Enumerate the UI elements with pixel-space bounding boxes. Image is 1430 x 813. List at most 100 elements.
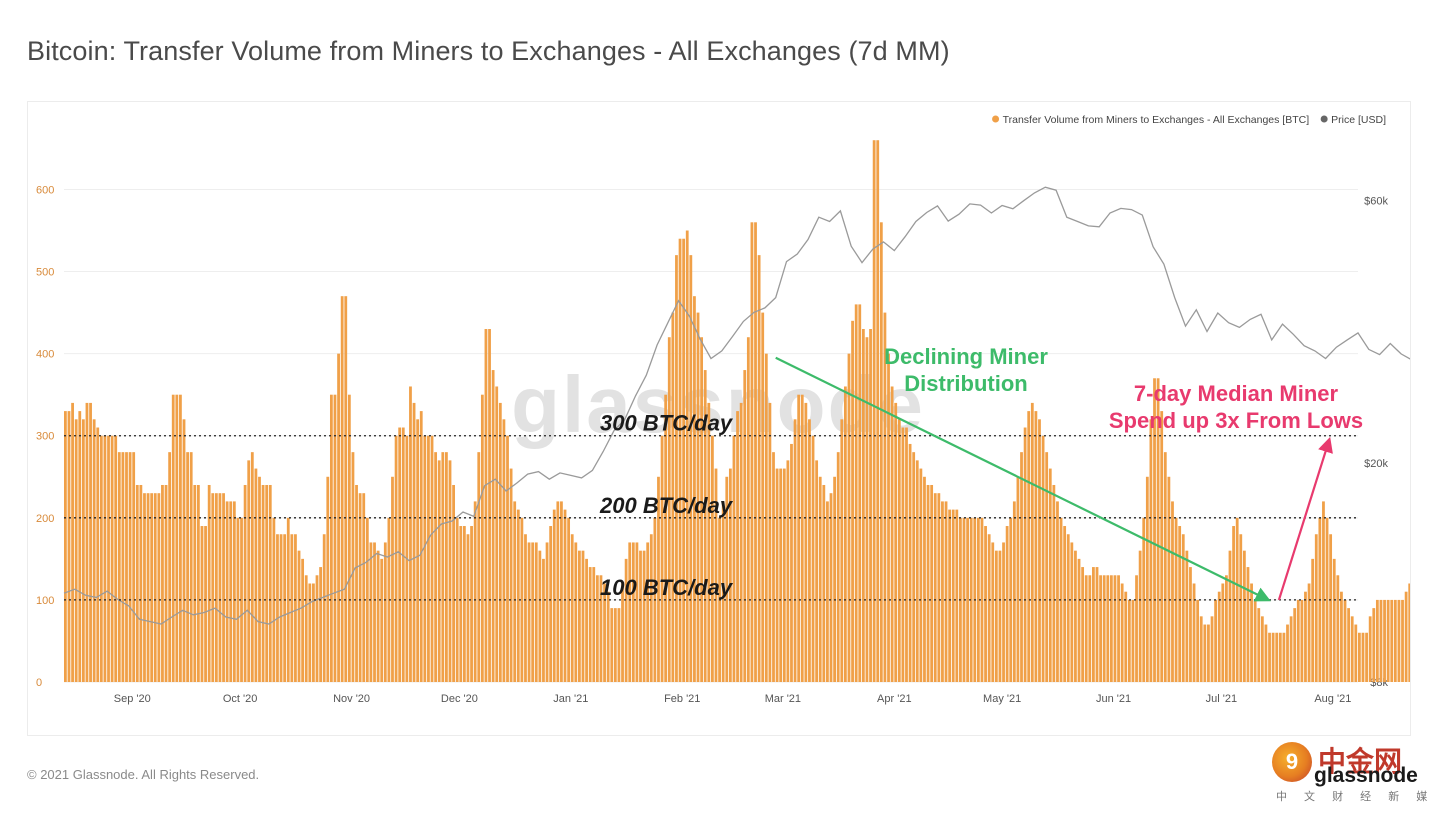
bar	[135, 484, 139, 682]
bar	[595, 575, 599, 682]
bar	[1185, 550, 1189, 682]
x-tick-label: Jun '21	[1096, 693, 1131, 705]
bar	[991, 542, 995, 682]
bar	[89, 402, 92, 682]
bar	[901, 427, 905, 682]
bar	[132, 452, 136, 682]
bar	[797, 394, 801, 682]
chart-panel: 0 100 200 300 400 500 600 $8k $20k $60k glassnode 3…	[27, 101, 1411, 736]
bar	[1074, 550, 1077, 682]
bar	[757, 255, 761, 682]
legend-label: Price [USD]	[1331, 114, 1386, 126]
bar	[1408, 583, 1410, 682]
bar	[383, 542, 387, 682]
bar	[175, 394, 179, 682]
bar	[434, 452, 438, 682]
bar	[905, 427, 908, 682]
bar	[1257, 608, 1261, 682]
bar	[1242, 550, 1246, 682]
bar	[578, 550, 581, 682]
bar	[1250, 583, 1253, 682]
bar	[344, 296, 348, 682]
bar	[355, 484, 358, 682]
bar	[984, 526, 987, 682]
logo-sub: glassnode	[1314, 764, 1418, 787]
bar	[369, 542, 373, 682]
bar	[516, 509, 520, 682]
bar	[1264, 624, 1268, 682]
bar	[171, 394, 175, 682]
y-left-tick-label: 300	[36, 431, 54, 443]
bar	[218, 493, 222, 682]
bar	[642, 550, 646, 682]
bar	[1307, 583, 1311, 682]
bar	[725, 476, 729, 682]
bar	[660, 435, 664, 682]
bar	[887, 353, 890, 682]
bar	[782, 468, 786, 682]
bar	[96, 427, 100, 682]
bar	[764, 353, 768, 682]
bar	[71, 402, 74, 682]
bar	[477, 452, 481, 682]
bar	[923, 476, 926, 682]
bar	[214, 493, 218, 682]
y-left-tick-label: 500	[36, 267, 54, 279]
bar	[502, 419, 506, 682]
annotation-text: Declining Miner	[884, 344, 1048, 369]
bar	[1246, 567, 1250, 682]
bar	[1300, 599, 1304, 682]
price-line	[63, 186, 1410, 625]
bar	[1296, 599, 1300, 682]
logo-cn-text: 中 文 财 经 新 媒 体	[1276, 791, 1430, 803]
bar	[739, 402, 743, 682]
bar	[843, 386, 847, 682]
bar	[1275, 632, 1279, 682]
x-tick-label: May '21	[983, 693, 1021, 705]
bar	[1271, 632, 1275, 682]
x-tick-label: Oct '20	[223, 693, 258, 705]
bar	[498, 402, 502, 682]
annotation-arrow	[1277, 436, 1333, 601]
bar	[994, 550, 998, 682]
bar	[1293, 608, 1297, 682]
bar	[861, 329, 865, 682]
bar	[1375, 599, 1379, 682]
bar	[1045, 452, 1049, 682]
bar	[225, 501, 229, 682]
bar	[1221, 583, 1225, 682]
bar	[1081, 567, 1085, 682]
bar	[441, 452, 445, 682]
bar	[693, 296, 696, 682]
bar	[592, 567, 596, 682]
bar	[556, 501, 560, 682]
reference-line-label: 100 BTC/day	[600, 575, 734, 600]
y-right-tick-label: $20k	[1364, 458, 1388, 470]
bar	[520, 517, 524, 682]
bar	[703, 370, 707, 682]
bar	[1325, 517, 1329, 682]
bar	[243, 484, 247, 682]
bar	[99, 435, 103, 682]
bar	[667, 337, 671, 682]
bar	[534, 542, 538, 682]
bar	[107, 435, 110, 682]
bar	[542, 558, 545, 682]
bar	[754, 222, 757, 683]
bar	[337, 353, 340, 682]
bar	[121, 452, 125, 682]
bar	[484, 329, 488, 682]
bar	[1214, 599, 1218, 682]
bar	[714, 468, 718, 682]
bar	[826, 501, 829, 682]
bar	[919, 468, 923, 682]
bar	[581, 550, 585, 682]
bar	[1358, 632, 1361, 682]
bar	[1023, 427, 1027, 682]
x-tick-label: Jan '21	[553, 693, 588, 705]
bar	[153, 493, 157, 682]
bar	[283, 534, 287, 682]
bar	[427, 435, 430, 682]
y-left-tick-label: 0	[36, 677, 42, 689]
bar	[808, 419, 811, 682]
